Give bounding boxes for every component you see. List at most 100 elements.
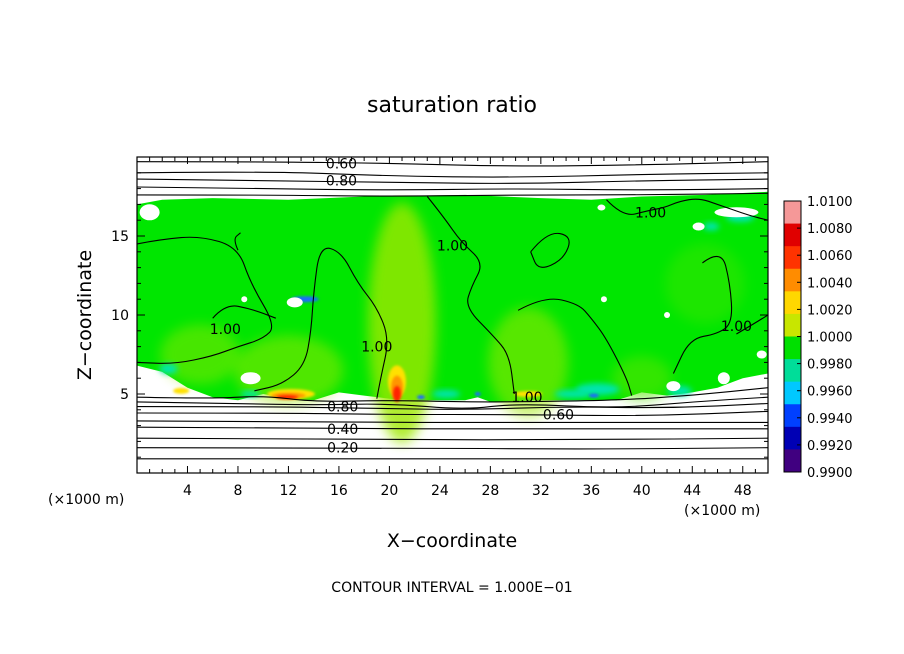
field-shade [160,324,241,385]
isoline [426,196,515,395]
field-shade [554,390,591,398]
y-tick-label: 5 [120,387,129,403]
field-shade [392,386,401,402]
x-tick-label: 20 [380,483,398,499]
colorbar-swatch [784,201,801,225]
colorbar-label: 1.0100 [807,195,853,210]
contour-label: 0.60 [326,156,357,172]
field-shade [159,363,178,374]
contour-labels: 0.60 0.80 1.00 1.00 1.00 1.00 1.00 1.00 0.80 0.60… [210,156,752,456]
colorbar-swatch [784,336,801,360]
field-shade [286,297,303,308]
field-shade [703,222,720,231]
colorbar-label: 0.9940 [807,412,853,427]
field-shade [139,204,160,221]
colorbar-label: 0.9900 [807,466,853,481]
contour-label: 0.40 [327,422,358,438]
contour-label: 0.80 [326,174,357,190]
isoline [212,305,276,319]
contour-label: 1.00 [511,390,542,406]
colorbar-swatch [784,291,801,315]
contour-interval-note: CONTOUR INTERVAL = 1.000E−01 [331,580,572,596]
isoline [137,186,768,191]
isoline [137,236,273,364]
contour-label: 0.80 [327,400,358,416]
isoline [137,161,768,167]
contour-label: 0.20 [327,441,358,457]
x-tick-label: 24 [431,483,449,499]
isoline [254,247,388,399]
field-shade [600,296,607,303]
isoline [530,232,570,268]
isoline [517,298,633,396]
isoline [137,426,768,430]
field-shade [611,356,672,401]
colorbar-label: 1.0000 [807,331,853,346]
field-shade [756,350,767,359]
x-tick-label: 36 [582,483,600,499]
field-shade [432,390,461,398]
field-shade [692,222,705,231]
isoline [137,396,768,409]
x-unit-label-left: (×1000 m) [48,492,124,508]
x-tick-label: 44 [683,483,701,499]
isoline [137,437,768,441]
x-axis: 4 8 12 16 20 24 28 32 36 40 44 48 [149,157,756,499]
x-unit-label-right: (×1000 m) [684,503,760,519]
x-tick-label: 8 [233,483,242,499]
contour-label: 1.00 [361,340,392,356]
field-shade [666,381,681,392]
isoline [234,232,241,251]
field-shade [368,202,437,443]
contour-label: 0.60 [543,408,574,424]
isoline [137,192,768,197]
x-axis-label: X−coordinate [387,530,517,552]
field-shade [474,392,481,396]
y-tick-label: 10 [111,308,129,324]
colorbar-swatch [784,449,801,473]
colorbar-label: 1.0080 [807,222,853,237]
field-shade [240,391,261,397]
field-shade [416,395,425,400]
contour-label: 1.00 [721,319,752,335]
colorbar-label: 1.0040 [807,276,853,291]
x-tick-label: 12 [280,483,298,499]
colorbar-label: 1.0020 [807,303,853,318]
isoline [137,387,768,403]
field-shade [588,393,599,398]
isoline [736,314,768,335]
field-shade [717,372,730,385]
field-shade [233,335,344,406]
contour-label: 1.00 [210,322,241,338]
isoline [137,171,768,178]
isoline [137,447,768,450]
colorbar-swatch [784,246,801,270]
colorbar-swatch [784,313,801,337]
x-tick-label: 40 [633,483,651,499]
colorbar-label: 0.9920 [807,439,853,454]
colorbar: 1.0100 1.0080 1.0060 1.0040 1.0020 1.0000 0.99… [783,195,853,481]
isoline [137,410,768,417]
x-tick-label: 4 [183,483,192,499]
x-tick-label: 48 [734,483,752,499]
isoline [137,420,768,423]
y-axis-label: Z−coordinate [74,250,96,380]
colorbar-swatch [784,359,801,383]
isoline [606,198,768,221]
colorbar-label: 0.9980 [807,358,853,373]
field-shade [173,387,190,394]
y-axis: 5 10 15 [111,172,768,458]
colorbar-swatch [784,268,801,292]
colorbar-swatch [784,381,801,405]
isoline [137,178,768,184]
x-tick-label: 32 [532,483,550,499]
colorbar-swatch [784,404,801,428]
x-tick-label: 28 [481,483,499,499]
field-shade [664,243,745,324]
colorbar-swatch [784,223,801,247]
isoline [672,255,733,374]
colorbar-swatch [784,426,801,450]
field-shade [137,371,150,386]
colorbar-label: 0.9960 [807,385,853,400]
